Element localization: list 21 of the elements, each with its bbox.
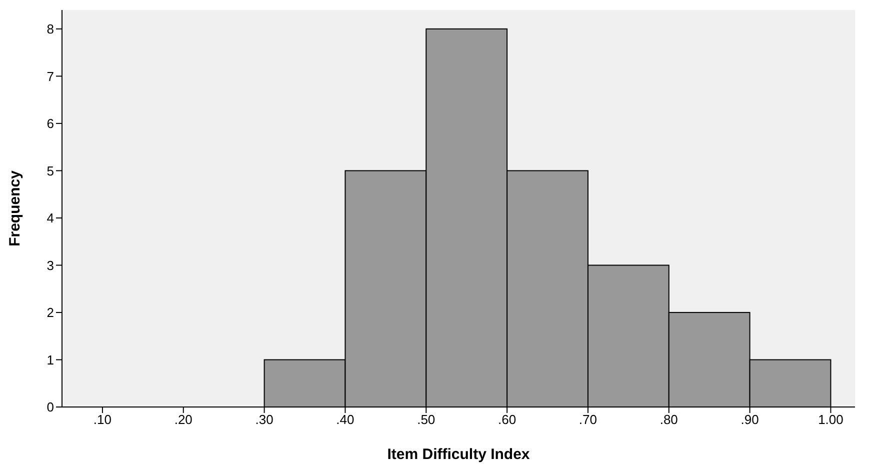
y-tick-label: 1 — [46, 352, 54, 368]
x-tick-label: .90 — [740, 412, 759, 428]
y-tick-label: 6 — [46, 116, 54, 132]
y-tick-label: 2 — [46, 305, 54, 320]
x-tick-label: 1.00 — [818, 412, 844, 428]
x-tick-label: .10 — [93, 412, 112, 428]
y-axis-title: Frequency — [6, 170, 24, 246]
x-tick-label: .70 — [578, 412, 598, 428]
y-tick-label: 0 — [46, 400, 54, 415]
x-tick-label: .50 — [417, 412, 436, 428]
y-tick-label: 4 — [46, 210, 54, 226]
y-tick-label: 7 — [46, 68, 54, 84]
x-tick-label: .20 — [174, 412, 192, 428]
y-tick-label: 5 — [46, 163, 54, 178]
x-axis-title: Item Difficulty Index — [387, 446, 530, 463]
x-tick-label: .40 — [336, 412, 354, 428]
y-tick-label: 8 — [46, 22, 54, 37]
y-tick-label: 3 — [46, 258, 54, 273]
x-tick-label: .30 — [255, 412, 274, 428]
x-tick-label: .80 — [660, 412, 678, 428]
x-tick-label: .60 — [498, 412, 516, 428]
